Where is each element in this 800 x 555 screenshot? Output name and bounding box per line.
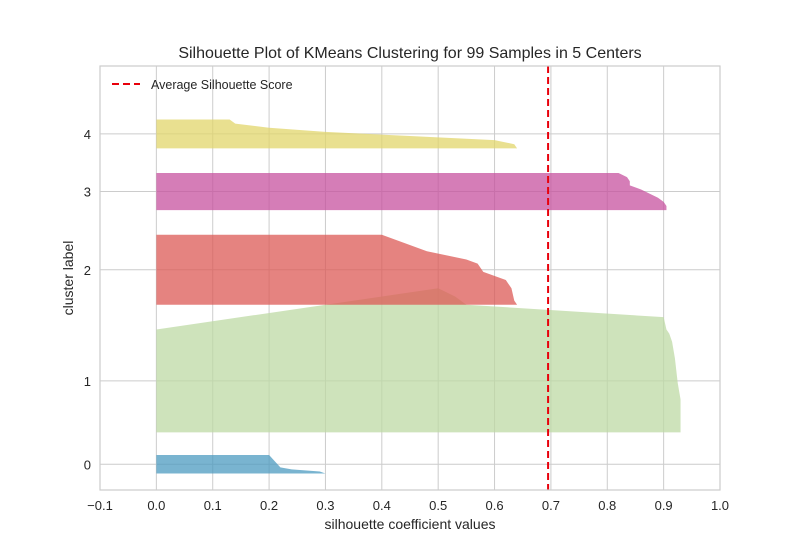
silhouette-area-cluster-1 [156,288,681,433]
x-tick-label: 0.2 [260,498,278,513]
y-tick-label-cluster-1: 1 [84,374,91,389]
x-axis-label: silhouette coefficient values [325,516,496,532]
y-tick-labels: 0 1 2 3 4 [84,127,91,472]
silhouette-area-cluster-3 [156,173,667,211]
silhouette-areas [156,119,681,474]
silhouette-area-cluster-0 [156,455,326,474]
x-tick-label: 0.4 [373,498,391,513]
x-tick-label: 0.6 [486,498,504,513]
legend-average-label: Average Silhouette Score [151,78,293,92]
x-tick-label: −0.1 [87,498,113,513]
x-tick-label: 0.1 [204,498,222,513]
x-tick-labels: −0.1 0.0 0.1 0.2 0.3 0.4 0.5 0.6 0.7 0.8 0.9 1.0 [87,498,729,513]
y-tick-label-cluster-0: 0 [84,457,91,472]
x-tick-label: 0.0 [147,498,165,513]
y-tick-label-cluster-2: 2 [84,263,91,278]
y-tick-label-cluster-4: 4 [84,127,91,142]
x-tick-label: 0.5 [429,498,447,513]
x-tick-label: 0.8 [598,498,616,513]
x-tick-label: 0.7 [542,498,560,513]
x-tick-label: 0.9 [655,498,673,513]
silhouette-area-cluster-4 [156,119,518,149]
y-axis-label: cluster label [60,241,76,316]
y-tick-label-cluster-3: 3 [84,185,91,200]
silhouette-area-cluster-2 [156,234,518,305]
x-tick-label: 0.3 [316,498,334,513]
x-tick-label: 1.0 [711,498,729,513]
plot-frame [99,65,721,491]
legend: Average Silhouette Score [112,78,293,92]
chart-title: Silhouette Plot of KMeans Clustering for… [178,45,641,62]
